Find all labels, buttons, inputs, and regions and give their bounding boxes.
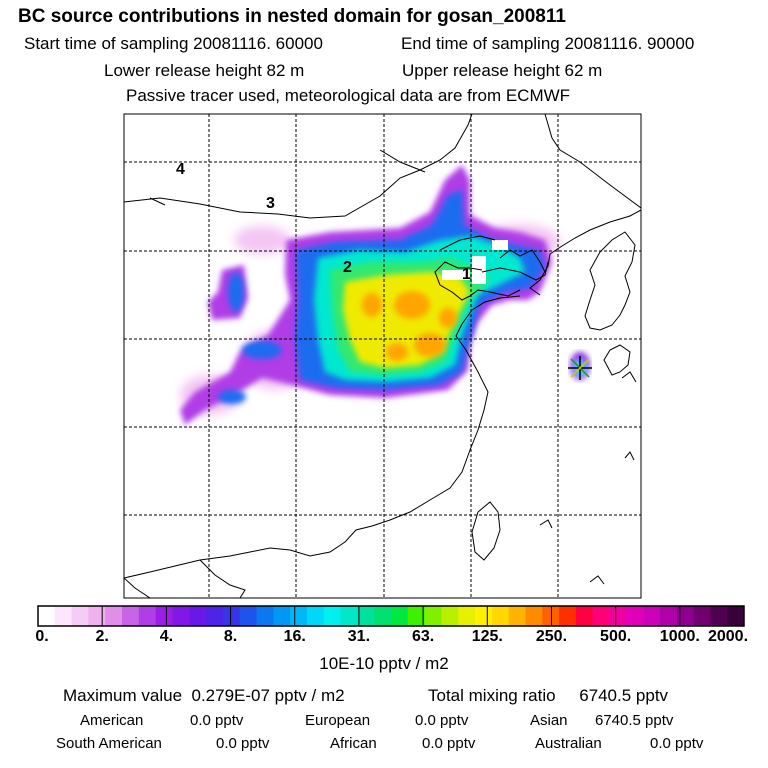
- colorbar-cell: [407, 606, 426, 626]
- lower-release-height-label: Lower release height 82 m: [104, 61, 305, 80]
- colorbar-cell: [222, 606, 241, 626]
- colorbar-cell: [626, 606, 644, 626]
- colorbar-cell: [54, 606, 73, 626]
- region-name: European: [305, 712, 371, 729]
- end-time-label: End time of sampling 20081116. 90000: [401, 34, 695, 53]
- colorbar-unit: 10E-10 pptv / m2: [319, 654, 449, 673]
- colorbar-cell: [458, 606, 476, 626]
- colorbar-cell: [592, 606, 611, 626]
- colorbar-frame: [37, 605, 745, 627]
- colorbar-cell: [71, 606, 89, 626]
- maximum-value-label: Maximum value: [63, 686, 183, 705]
- colorbar-cell: [491, 606, 510, 626]
- region-label-4: 4: [176, 161, 185, 178]
- colorbar-cell: [374, 606, 392, 626]
- region-label-1: 1: [462, 266, 471, 283]
- colorbar-cell: [38, 606, 56, 626]
- region-label-2: 2: [343, 259, 352, 276]
- colorbar-tick-label: 250.: [535, 628, 568, 645]
- colorbar-cell: [609, 606, 627, 626]
- region-value: 0.0 pptv: [650, 735, 704, 752]
- colorbar-cell: [693, 606, 711, 626]
- colorbar-cell: [424, 606, 442, 626]
- colorbar-cell: [727, 606, 745, 626]
- colorbar-cell: [155, 606, 173, 626]
- colorbar-tick-label: 2000.: [707, 628, 749, 645]
- region-name: South American: [56, 735, 162, 752]
- colorbar-tick-label: 0.: [35, 628, 49, 645]
- colorbar-tick-label: 63.: [411, 628, 435, 645]
- colorbar-cell: [441, 606, 459, 626]
- colorbar-cell: [105, 606, 123, 626]
- colorbar-tick-label: 31.: [347, 628, 371, 645]
- colorbar-cells: [38, 606, 745, 626]
- colorbar-cell: [643, 606, 661, 626]
- map-title: BC source contributions in nested domain…: [18, 6, 566, 27]
- region-label-3: 3: [266, 195, 275, 212]
- colorbar-tick-label: 125.: [471, 628, 503, 645]
- region-value: 0.0 pptv: [216, 735, 270, 752]
- colorbar-tick-label: 8.: [223, 628, 238, 645]
- colorbar-cell: [475, 606, 493, 626]
- star-marker-icon: [568, 356, 592, 380]
- region-value: 0.0 pptv: [422, 735, 476, 752]
- total-mixing-line: Total mixing ratio 6740.5 pptv: [428, 686, 668, 706]
- upper-release-height-label: Upper release height 62 m: [402, 61, 603, 80]
- region-name: African: [330, 735, 377, 752]
- colorbar-cell: [659, 606, 678, 626]
- colorbar-cell: [256, 606, 274, 626]
- colorbar-cell: [710, 606, 728, 626]
- region-value: 0.0 pptv: [415, 712, 469, 729]
- colorbar-cell: [676, 606, 695, 626]
- total-mixing-value: 6740.5 pptv: [579, 686, 669, 705]
- colorbar-cell: [273, 606, 291, 626]
- colorbar-cell: [323, 606, 342, 626]
- colorbar-cell: [575, 606, 594, 626]
- lat-lon-grid: [124, 114, 641, 598]
- region-value: 6740.5 pptv: [595, 712, 674, 729]
- colorbar-cell: [391, 606, 409, 626]
- colorbar-cell: [508, 606, 526, 626]
- region-name: American: [80, 712, 144, 729]
- colorbar-cell: [206, 606, 224, 626]
- coastlines: [124, 114, 641, 598]
- colorbar-cell: [340, 606, 358, 626]
- colorbar-cell: [290, 606, 308, 626]
- colorbar-cell: [88, 606, 106, 626]
- plume-field: [180, 165, 590, 425]
- region-name: Australian: [535, 735, 602, 752]
- region-value: 0.0 pptv: [190, 712, 244, 729]
- colorbar-tick-label: 2.: [95, 628, 109, 645]
- colorbar-cell: [172, 606, 190, 626]
- colorbar-tick-label: 4.: [159, 628, 174, 645]
- colorbar-cell: [559, 606, 577, 626]
- maximum-value-line: Maximum value 0.279E-07 pptv / m2: [63, 686, 345, 706]
- colorbar-tick-label: 1000.: [659, 628, 700, 645]
- region-name: Asian: [530, 712, 568, 729]
- maximum-value: 0.279E-07 pptv / m2: [191, 686, 345, 705]
- tracer-info-label: Passive tracer used, meteorological data…: [126, 86, 571, 105]
- colorbar-tick-label: 500.: [600, 628, 632, 645]
- colorbar-cell: [306, 606, 325, 626]
- total-mixing-label: Total mixing ratio: [428, 686, 556, 705]
- colorbar-cell: [357, 606, 375, 626]
- start-time-label: Start time of sampling 20081116. 60000: [24, 34, 323, 53]
- colorbar-cell: [138, 606, 157, 626]
- colorbar-tick-label: 16.: [283, 628, 306, 645]
- colorbar-cell: [239, 606, 258, 626]
- colorbar-cell: [542, 606, 560, 626]
- map-frame: [123, 113, 642, 599]
- colorbar-cell: [189, 606, 207, 626]
- colorbar-cell: [122, 606, 140, 626]
- colorbar-cell: [525, 606, 543, 626]
